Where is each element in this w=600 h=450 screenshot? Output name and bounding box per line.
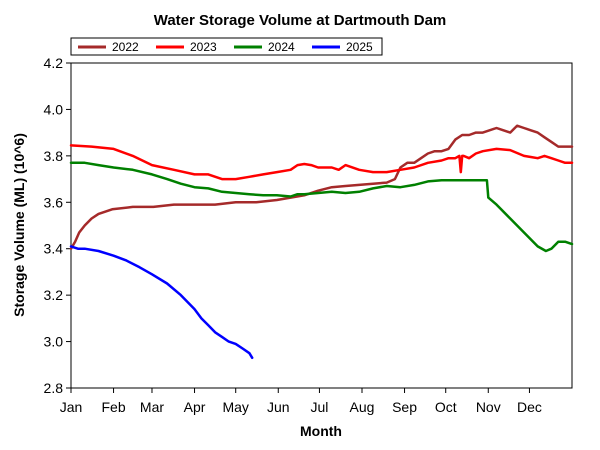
y-tick-label: 3.0: [44, 334, 64, 350]
y-axis: 2.8 3.0 3.2 3.4 3.6 3.8 4.0 4.2: [44, 55, 71, 396]
y-tick-label: 4.2: [44, 55, 64, 71]
x-axis-title: Month: [300, 423, 342, 439]
x-tick-label: Mar: [140, 399, 164, 415]
x-tick-label: Nov: [476, 399, 501, 415]
x-tick-label: Jan: [60, 399, 83, 415]
x-tick-label: Dec: [517, 399, 542, 415]
y-tick-label: 2.8: [44, 380, 64, 396]
x-tick-label: Jul: [310, 399, 328, 415]
y-tick-label: 3.2: [44, 287, 64, 303]
legend-box: [70, 37, 383, 56]
legend-label-2025: 2025: [346, 40, 373, 54]
legend: 2022 2023 2024 2025: [78, 40, 373, 54]
series-line-2025: [69, 245, 254, 360]
y-tick-label: 3.4: [44, 241, 64, 257]
y-tick-label: 3.6: [44, 194, 64, 210]
y-axis-title: Storage Volume (ML) (10^6): [11, 133, 27, 317]
legend-label-2024: 2024: [268, 40, 295, 54]
series-line-2022: [69, 124, 574, 250]
x-tick-label: Apr: [184, 399, 206, 415]
x-tick-label: Jun: [267, 399, 290, 415]
series-line-2024: [69, 161, 574, 253]
legend-label-2023: 2023: [190, 40, 217, 54]
x-tick-label: Sep: [392, 399, 417, 415]
series-lines: [69, 124, 574, 360]
x-tick-label: May: [222, 399, 248, 415]
x-axis: Jan Feb Mar Apr May Jun Jul Aug Sep Oct Nov Dec: [60, 388, 542, 415]
chart-title: Water Storage Volume at Dartmouth Dam: [154, 12, 447, 29]
x-tick-label: Aug: [350, 399, 375, 415]
x-tick-label: Oct: [435, 399, 457, 415]
x-tick-label: Feb: [101, 399, 125, 415]
legend-label-2022: 2022: [112, 40, 139, 54]
y-tick-label: 3.8: [44, 148, 64, 164]
series-line-2023: [69, 144, 574, 181]
y-tick-label: 4.0: [44, 101, 64, 117]
plot-area: [70, 62, 573, 389]
